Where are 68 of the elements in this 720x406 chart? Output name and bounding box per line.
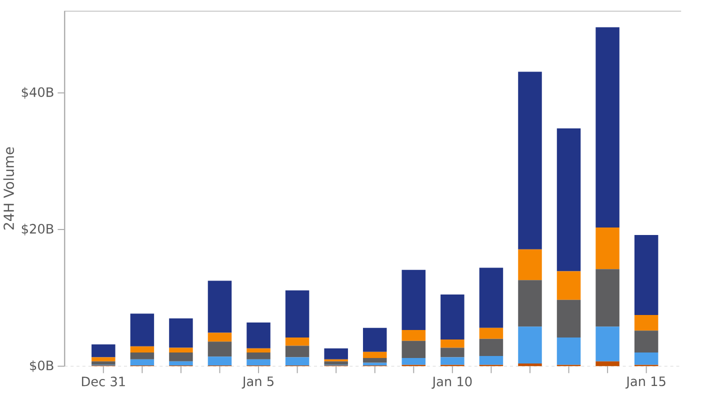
bar	[518, 72, 542, 250]
bar	[246, 359, 270, 366]
y-tick-label: $0B	[30, 360, 54, 372]
bar	[440, 357, 464, 365]
bar	[518, 364, 542, 366]
bar	[596, 362, 620, 366]
bar	[362, 362, 387, 366]
x-tick-label: Jan 10	[432, 376, 472, 389]
bar	[518, 326, 542, 364]
bar	[556, 338, 581, 365]
bar	[634, 235, 658, 316]
bar	[285, 357, 310, 366]
bar	[169, 352, 193, 362]
bar	[556, 128, 581, 272]
bar	[402, 358, 426, 365]
bar	[440, 348, 464, 358]
bar	[362, 358, 387, 363]
bar	[246, 322, 270, 349]
bar	[596, 326, 620, 362]
bar	[324, 362, 348, 365]
bar	[285, 290, 310, 338]
y-tick-label: $40B	[22, 87, 54, 99]
bar	[634, 315, 658, 331]
bar	[634, 352, 658, 365]
bar	[324, 359, 348, 362]
bar	[479, 356, 504, 365]
bar	[402, 341, 426, 358]
bar	[208, 332, 232, 342]
bar	[130, 359, 154, 366]
bar	[130, 352, 154, 360]
x-tick-label: Jan 5	[242, 376, 274, 389]
bar	[208, 342, 232, 357]
bar	[208, 356, 232, 366]
bar	[479, 338, 504, 356]
bar	[92, 344, 116, 358]
bar	[324, 348, 348, 360]
bar	[634, 330, 658, 353]
bar	[440, 340, 464, 348]
bar	[169, 318, 193, 348]
y-axis-title: 24H Volume	[3, 147, 14, 230]
bar	[246, 352, 270, 360]
bar	[556, 300, 581, 338]
y-tick-label: $20B	[22, 224, 54, 236]
bar	[285, 338, 310, 346]
bar	[169, 348, 193, 353]
bar	[362, 328, 387, 352]
bar	[556, 271, 581, 300]
bar	[596, 228, 620, 270]
bar	[130, 346, 154, 353]
bar	[596, 27, 620, 228]
bar	[402, 330, 426, 342]
bar	[479, 268, 504, 328]
bar	[92, 357, 116, 362]
bar	[440, 294, 464, 340]
bar	[362, 352, 387, 358]
x-tick-label: Jan 15	[626, 376, 666, 389]
x-tick-label: Dec 31	[82, 376, 125, 386]
bar	[518, 280, 542, 327]
bar	[402, 270, 426, 330]
bar	[130, 314, 154, 346]
bar	[285, 346, 310, 358]
bar	[246, 348, 270, 353]
bar	[518, 249, 542, 280]
bar	[208, 280, 232, 333]
bar	[479, 328, 504, 339]
bar	[596, 269, 620, 327]
bar	[92, 362, 116, 365]
bar	[169, 362, 193, 366]
